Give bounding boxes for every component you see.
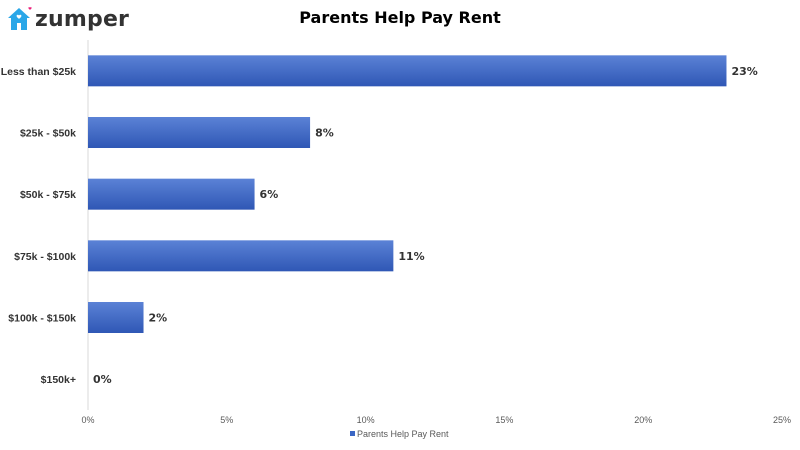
bar (88, 240, 394, 272)
category-label: $50k - $75k (20, 189, 76, 201)
category-label: $25k - $50k (20, 128, 76, 140)
legend-swatch (350, 431, 355, 436)
zumper-logo: zumper (6, 5, 129, 33)
x-tick-label: 0% (81, 415, 94, 425)
x-tick-label: 10% (357, 415, 375, 425)
x-tick-label: 20% (634, 415, 652, 425)
category-label: $75k - $100k (14, 251, 76, 263)
category-label: $150k+ (41, 374, 76, 386)
heart-icon (28, 7, 32, 10)
category-label: Less than $25k (1, 66, 76, 78)
data-label: 23% (731, 65, 757, 78)
data-label: 11% (398, 250, 424, 263)
chart-title: Parents Help Pay Rent (299, 8, 501, 27)
data-label: 6% (260, 188, 279, 201)
data-label: 2% (149, 312, 168, 325)
logo-text: zumper (35, 6, 130, 32)
x-tick-label: 15% (495, 415, 513, 425)
bar (88, 117, 311, 148)
house-icon (8, 7, 32, 30)
category-label: $100k - $150k (8, 313, 76, 325)
data-label: 0% (93, 373, 112, 386)
legend-entry: Parents Help Pay Rent (357, 429, 449, 439)
x-tick-label: 5% (220, 415, 233, 425)
bar (88, 55, 727, 87)
x-tick-label: 25% (773, 415, 791, 425)
data-label: 8% (315, 127, 334, 140)
bar (88, 178, 255, 210)
bar (88, 302, 144, 333)
